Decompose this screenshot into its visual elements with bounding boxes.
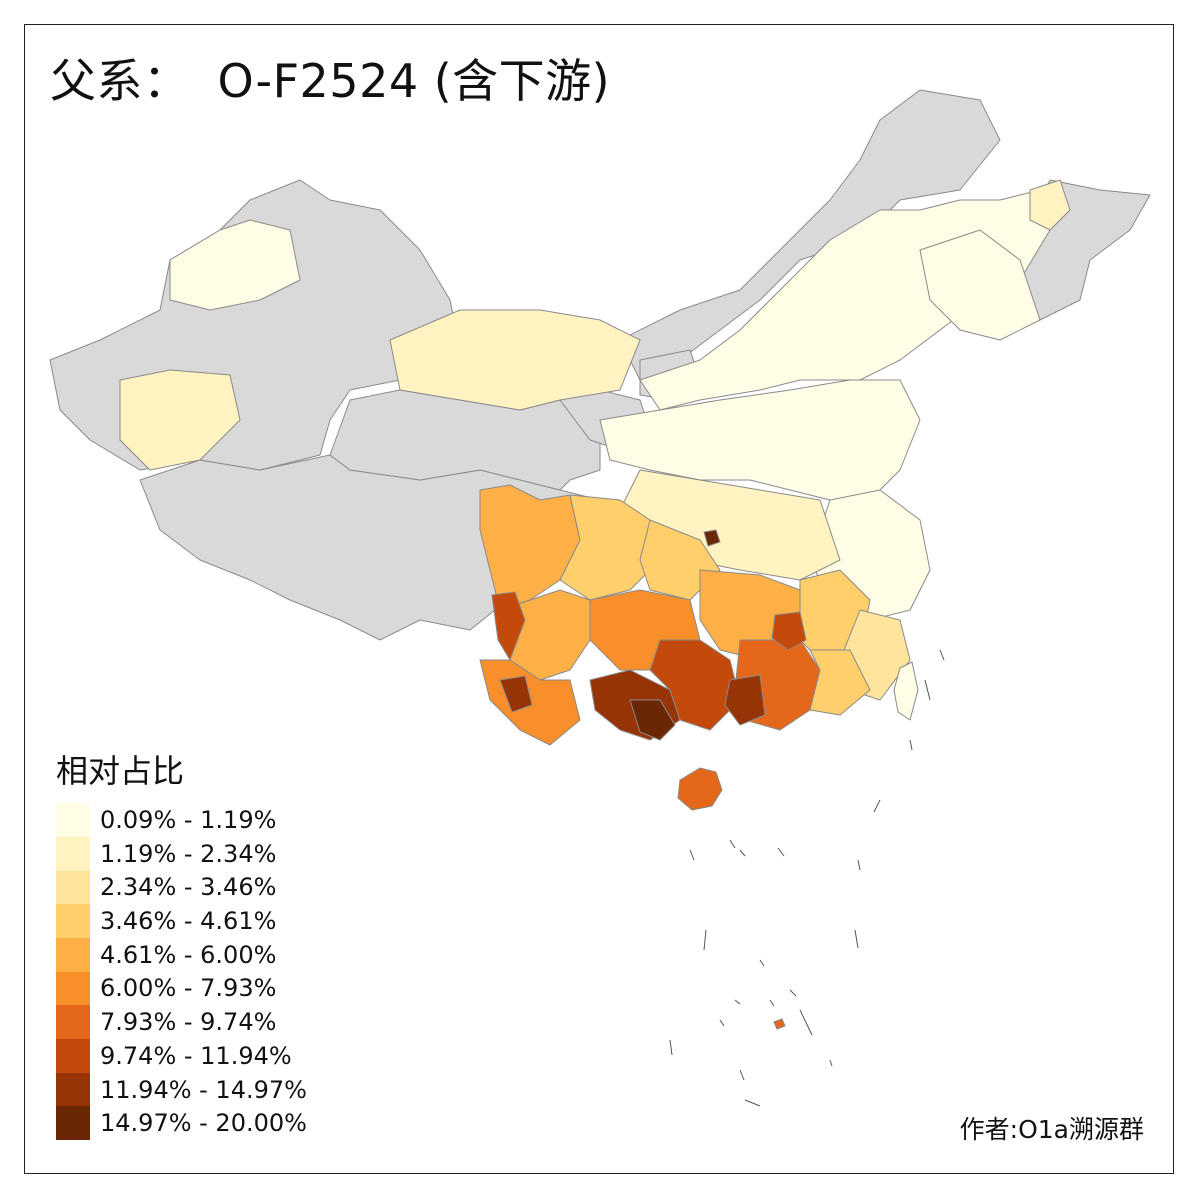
legend-swatch [56,1072,90,1107]
legend-swatch [56,904,90,938]
legend-label: 14.97% - 20.00% [100,1109,307,1138]
legend-swatch [56,1106,90,1141]
author-credit: 作者:O1a溯源群 [959,1115,1144,1144]
legend-label: 4.61% - 6.00% [100,940,277,969]
legend-label: 1.19% - 2.34% [100,839,277,868]
region-guangxi-core [629,699,676,741]
legend-swatch [56,937,90,972]
region-xinjiang-north [169,219,301,311]
legend-row: 9.74% - 11.94% [56,1039,307,1073]
legend-label: 9.74% - 11.94% [100,1041,292,1070]
legend-label: 2.34% - 3.46% [100,873,277,902]
legend-row: 11.94% - 14.97% [56,1072,307,1107]
legend-row: 3.46% - 4.61% [56,904,307,938]
region-yunnan-southwest [499,675,533,713]
legend-label: 7.93% - 9.74% [100,1008,277,1037]
legend-label: 0.09% - 1.19% [100,806,277,835]
legend-swatch [56,1039,90,1073]
legend-label: 11.94% - 14.97% [100,1075,307,1104]
region-guangdong-core [724,674,766,726]
legend-rows: 0.09% - 1.19% 1.19% - 2.34% 2.34% - 3.46… [56,803,307,1141]
region-guangxi-east [649,639,741,731]
legend-row: 4.61% - 6.00% [56,937,307,972]
legend-swatch [56,803,90,837]
legend: 相对占比 0.09% - 1.19% 1.19% - 2.34% 2.34% -… [56,752,307,1141]
south-china-sea-islands [669,649,945,1107]
region-heilongjiang-east [1029,179,1071,231]
region-taiwan [893,661,919,721]
region-xinjiang-west [119,369,241,471]
legend-label: 3.46% - 4.61% [100,907,277,936]
legend-row: 0.09% - 1.19% [56,803,307,837]
legend-label: 6.00% - 7.93% [100,974,277,1003]
region-south-sea-islet [773,1018,786,1030]
legend-row: 14.97% - 20.00% [56,1106,307,1141]
legend-row: 1.19% - 2.34% [56,836,307,871]
map-title: 父系： O-F2524 (含下游) [50,58,610,104]
legend-row: 7.93% - 9.74% [56,1005,307,1039]
legend-swatch [56,971,90,1006]
title-haplogroup: O-F2524 (含下游) [217,54,611,108]
region-inner-mongolia-gray [619,89,1001,381]
region-sichuan-east [559,494,661,601]
region-hainan [677,767,723,811]
region-guangdong-east [809,649,871,716]
region-hubei-hotspot [703,529,721,547]
title-prefix: 父系： [50,54,190,108]
legend-row: 2.34% - 3.46% [56,870,307,905]
legend-row: 6.00% - 7.93% [56,971,307,1006]
region-gansu-inner [389,309,641,411]
legend-swatch [56,836,90,871]
region-north-china [599,379,921,501]
region-yunnan-west [491,591,526,661]
region-northeast-plain [919,229,1041,341]
legend-swatch [56,1005,90,1039]
legend-title: 相对占比 [56,752,185,790]
legend-swatch [56,870,90,905]
region-jiangxi-hotspot [771,611,807,651]
